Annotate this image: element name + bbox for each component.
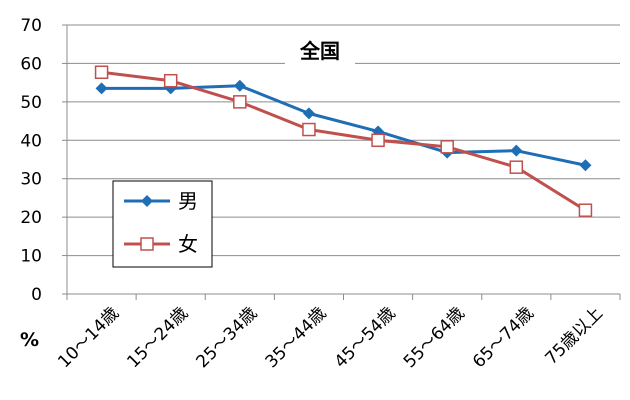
data-point (371, 133, 385, 148)
y-tick-label: 30 (20, 170, 42, 190)
chart-title-background (285, 36, 355, 66)
legend-marker-female (140, 237, 154, 251)
y-tick-label: 0 (31, 285, 42, 305)
data-point (94, 65, 109, 80)
legend-box (112, 180, 213, 268)
legend-item-female: 女 (124, 232, 198, 256)
data-point (509, 160, 524, 174)
legend: 男 女 (112, 180, 213, 268)
legend-label-male: 男 (178, 189, 198, 213)
y-unit-label: % (20, 329, 39, 351)
data-point (302, 107, 315, 120)
data-point (233, 79, 246, 92)
data-point (302, 122, 316, 137)
series-female (94, 65, 593, 217)
y-tick-label: 50 (20, 93, 42, 113)
x-category-label: 10～14歳 (54, 303, 123, 372)
data-point (510, 144, 523, 157)
y-tick-label: 60 (20, 54, 42, 74)
x-category-label: 65～74歳 (469, 303, 538, 372)
series-male (95, 79, 592, 172)
legend-item-male: 男 (124, 189, 198, 213)
data-point (233, 95, 247, 109)
legend-label-female: 女 (178, 232, 198, 256)
series-line (101, 70, 587, 212)
y-tick-label: 40 (20, 131, 42, 151)
data-point (578, 203, 593, 217)
y-tick-label: 70 (20, 16, 42, 36)
data-point (163, 73, 178, 88)
data-point (579, 159, 592, 172)
x-category-label: 75歳以上 (541, 303, 607, 369)
series-line (101, 84, 586, 167)
series-group (94, 65, 593, 217)
x-category-label: 25～34歳 (193, 303, 262, 372)
y-tick-label: 10 (20, 247, 42, 267)
x-category-label: 35～44歳 (262, 303, 331, 372)
y-tick-label: 20 (20, 208, 42, 228)
data-point (440, 140, 454, 154)
x-category-label: 45～54歳 (331, 303, 400, 372)
data-point (95, 82, 108, 95)
axes: 0 10 20 30 40 50 60 70 10～14歳 15～24歳 25～34歳 35～44歳 4… (20, 16, 621, 372)
legend-marker-male (141, 195, 153, 207)
chart-title: 全国 (299, 39, 340, 63)
x-category-label: 55～64歳 (400, 303, 469, 372)
x-category-label: 15～24歳 (123, 303, 192, 372)
